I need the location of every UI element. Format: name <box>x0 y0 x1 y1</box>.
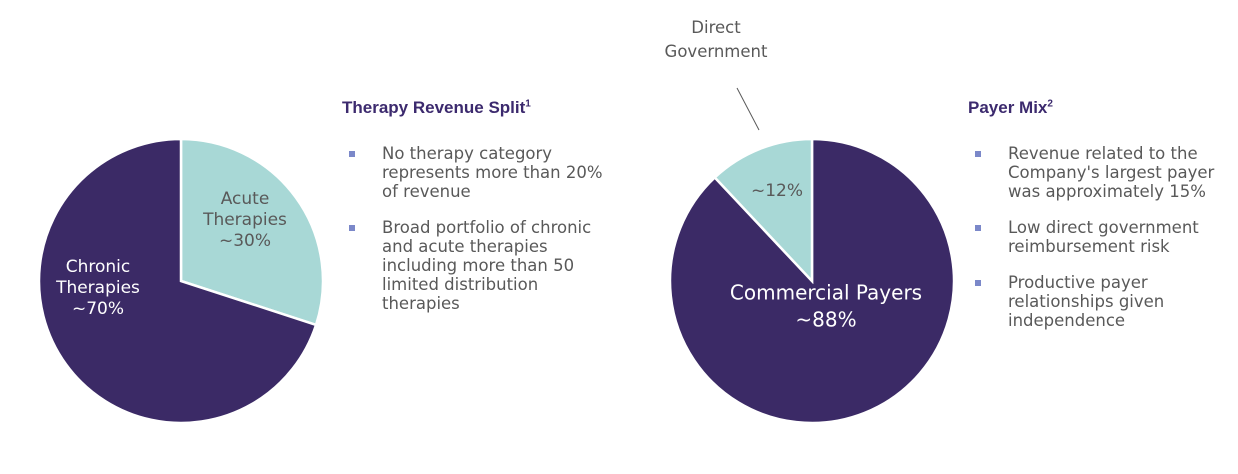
pie-slice-direct-government <box>713 137 814 285</box>
therapy-panel-title: Therapy Revenue Split1 <box>342 98 531 117</box>
payer-text-panel: Payer Mix2 Revenue related to the Compan… <box>968 98 1230 347</box>
therapy-bullet-list: No therapy category represents more than… <box>342 144 612 313</box>
direct-government-annotation: Direct Government <box>665 18 768 131</box>
therapy-revenue-pie: Acute Therapies ~30% Chronic Therapies ~70% <box>37 137 325 425</box>
annotation-text: Direct Government <box>665 18 768 61</box>
slice-label-acute-therapies: Acute Therapies ~30% <box>202 189 287 251</box>
payer-bullet-list: Revenue related to the Company's largest… <box>968 144 1230 330</box>
therapy-text-panel: Therapy Revenue Split1 No therapy catego… <box>342 98 612 330</box>
pie-slice-commercial-payers <box>668 137 956 425</box>
annotation-leader-line <box>736 87 760 131</box>
bullet-item: Productive payer relationships given ind… <box>968 273 1230 330</box>
bullet-item: Revenue related to the Company's largest… <box>968 144 1230 201</box>
pie-slice-acute-therapies <box>179 137 325 327</box>
slice-label-chronic-therapies: Chronic Therapies ~70% <box>55 257 140 319</box>
bullet-item: No therapy category represents more than… <box>342 144 612 201</box>
slice-label-commercial-payers: Commercial Payers ~88% <box>730 281 922 332</box>
pie-slice-chronic-therapies <box>37 137 318 425</box>
bullet-item: Low direct government reimbursement risk <box>968 218 1230 256</box>
payer-mix-pie: Commercial Payers ~88% ~12% <box>668 137 956 425</box>
payer-panel-title: Payer Mix2 <box>968 98 1053 117</box>
bullet-item: Broad portfolio of chronic and acute the… <box>342 218 612 313</box>
slice-label-direct-government: ~12% <box>751 181 803 201</box>
